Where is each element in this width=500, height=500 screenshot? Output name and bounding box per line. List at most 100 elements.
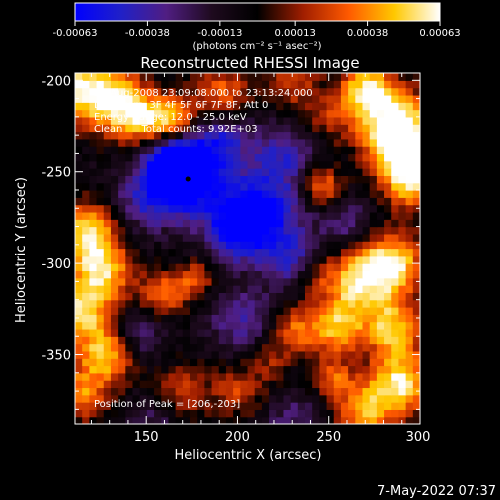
heatmap-cell xyxy=(384,124,392,133)
heatmap-cell xyxy=(247,138,256,147)
heatmap-cell xyxy=(182,233,191,242)
heatmap-cell xyxy=(118,358,126,367)
heatmap-cell xyxy=(82,124,90,133)
heatmap-cell xyxy=(369,175,378,184)
heatmap-cell xyxy=(384,80,392,89)
heatmap-cell xyxy=(412,190,420,198)
heatmap-cell xyxy=(340,263,349,272)
heatmap-cell xyxy=(412,263,420,272)
heatmap-cell xyxy=(110,138,119,147)
heatmap-cell xyxy=(225,350,234,359)
heatmap-cell xyxy=(391,226,400,235)
heatmap-cell xyxy=(384,394,392,403)
heatmap-cell xyxy=(391,380,400,389)
heatmap-cell xyxy=(175,197,184,206)
heatmap-cell xyxy=(326,314,335,323)
heatmap-cell xyxy=(89,153,98,162)
heatmap-cell xyxy=(326,197,335,206)
heatmap-cell xyxy=(247,321,256,330)
heatmap-cell xyxy=(398,80,407,89)
heatmap-cell xyxy=(154,409,162,418)
heatmap-cell xyxy=(96,197,105,206)
heatmap-cell xyxy=(376,255,385,264)
heatmap-cell xyxy=(182,416,191,424)
heatmap-cell xyxy=(247,350,256,359)
heatmap-cell xyxy=(154,292,162,301)
heatmap-cell xyxy=(297,182,306,191)
heatmap-cell xyxy=(376,343,385,352)
heatmap-cell xyxy=(175,416,184,424)
heatmap-cell xyxy=(96,263,105,272)
heatmap-cell xyxy=(182,402,191,410)
heatmap-cell xyxy=(125,197,134,206)
heatmap-cell xyxy=(290,248,299,257)
heatmap-cell xyxy=(139,336,148,345)
heatmap-cell xyxy=(405,124,414,133)
heatmap-cell xyxy=(197,124,205,133)
heatmap-cell xyxy=(89,94,98,103)
heatmap-cell xyxy=(218,416,227,424)
heatmap-cell xyxy=(312,204,320,213)
heatmap-cell xyxy=(233,80,241,89)
heatmap-cell xyxy=(398,299,407,308)
heatmap-cell xyxy=(319,402,328,410)
heatmap-cell xyxy=(118,102,126,111)
heatmap-cell xyxy=(132,211,141,220)
heatmap-cell xyxy=(254,299,263,308)
heatmap-cell xyxy=(175,255,184,264)
heatmap-cell xyxy=(225,394,234,403)
heatmap-cell xyxy=(369,211,378,220)
annotation-energy-range: Energy Range: 12.0 - 25.0 keV xyxy=(94,112,247,123)
heatmap-cell xyxy=(391,204,400,213)
heatmap-cell xyxy=(290,321,299,330)
heatmap-cell xyxy=(254,307,263,315)
heatmap-cell xyxy=(340,226,349,235)
heatmap-cell xyxy=(225,409,234,418)
colorbar-ticks xyxy=(74,21,441,26)
heatmap-cell xyxy=(376,146,385,155)
heatmap-cell xyxy=(182,124,191,133)
heatmap-cell xyxy=(190,131,198,140)
heatmap-cell xyxy=(110,416,119,424)
heatmap-cell xyxy=(319,146,328,155)
heatmap-cell xyxy=(254,160,263,169)
heatmap-cell xyxy=(355,307,364,315)
heatmap-cell xyxy=(175,175,184,184)
heatmap-cell xyxy=(398,365,407,374)
heatmap-cell xyxy=(175,146,184,155)
heatmap-cell xyxy=(340,182,349,191)
heatmap-cell xyxy=(190,321,198,330)
heatmap-cell xyxy=(96,248,105,257)
heatmap-cell xyxy=(369,365,378,374)
axis-ticks xyxy=(75,73,421,424)
heatmap-cell xyxy=(362,219,371,228)
plot-frame xyxy=(74,72,421,425)
heatmap-cell xyxy=(398,350,407,359)
heatmap-cell xyxy=(211,321,220,330)
heatmap-cell xyxy=(211,190,220,198)
heatmap-cell xyxy=(247,314,256,323)
heatmap-cell xyxy=(146,131,155,140)
heatmap-cell xyxy=(305,372,313,381)
heatmap-cell xyxy=(312,168,320,176)
heatmap-cell xyxy=(319,160,328,169)
heatmap-cell xyxy=(384,270,392,279)
heatmap-cell xyxy=(269,336,277,345)
heatmap-cell xyxy=(355,131,364,140)
heatmap-cell xyxy=(154,321,162,330)
heatmap-cell xyxy=(326,336,335,345)
heatmap-cell xyxy=(211,124,220,133)
heatmap-cell xyxy=(125,380,134,389)
heatmap-cell xyxy=(369,299,378,308)
heatmap-cell xyxy=(146,255,155,264)
heatmap-cell xyxy=(369,255,378,264)
heatmap-cell xyxy=(326,73,335,81)
heatmap-cell xyxy=(240,80,249,89)
heatmap-cell xyxy=(168,219,177,228)
heatmap-cell xyxy=(197,211,205,220)
heatmap-cell xyxy=(154,380,162,389)
heatmap-cell xyxy=(340,102,349,111)
heatmap-cell xyxy=(348,277,356,286)
heatmap-cell xyxy=(261,175,270,184)
heatmap-cell xyxy=(125,365,134,374)
